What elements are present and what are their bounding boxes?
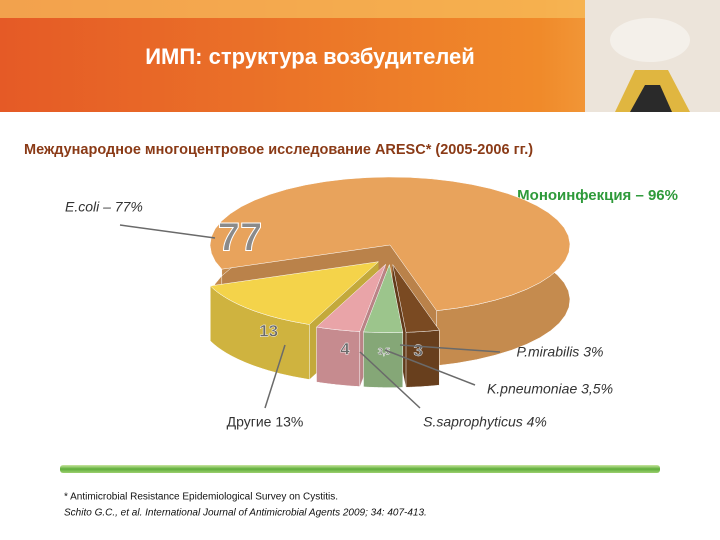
slice-label: 3,5 — [378, 347, 391, 357]
leader-line — [384, 349, 476, 386]
leader-line — [359, 351, 421, 409]
slice-side — [316, 326, 361, 387]
divider — [60, 465, 660, 473]
slice — [209, 176, 571, 311]
slice-label: 3 — [414, 341, 423, 360]
slice-callout: K.pneumoniae 3,5% — [487, 381, 613, 397]
leader-line — [264, 344, 286, 409]
slice-label: 13 — [259, 321, 278, 340]
slice-callout: S.saprophyticus 4% — [423, 414, 547, 430]
subtitle: Международное многоцентровое исследовани… — [24, 142, 533, 158]
slice-callout: Другие 13% — [227, 414, 304, 430]
header-stripe — [0, 0, 720, 18]
leader-line — [399, 344, 501, 353]
slice — [315, 264, 386, 332]
slice — [209, 261, 380, 325]
footnote: * Antimicrobial Resistance Epidemiologic… — [64, 492, 338, 503]
leader-line — [119, 224, 216, 239]
slice-callout: E.coli – 77% — [65, 199, 143, 215]
slice-label: 77 — [218, 216, 263, 260]
header-image — [585, 0, 720, 112]
slice-label: 4 — [340, 339, 350, 358]
slice-callout: P.mirabilis 3% — [517, 344, 604, 360]
pie: 77 13 4 3 3,5 — [209, 176, 571, 388]
slice — [363, 263, 404, 333]
slice — [392, 264, 440, 333]
annotation: Моноинфекция – 96% — [517, 187, 678, 204]
title: ИМП: структура возбудителей — [145, 44, 475, 69]
footnote: Schito G.C., et al. International Journa… — [64, 508, 427, 519]
